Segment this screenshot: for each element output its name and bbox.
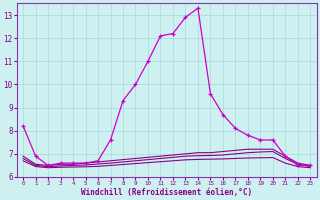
X-axis label: Windchill (Refroidissement éolien,°C): Windchill (Refroidissement éolien,°C) — [81, 188, 252, 197]
